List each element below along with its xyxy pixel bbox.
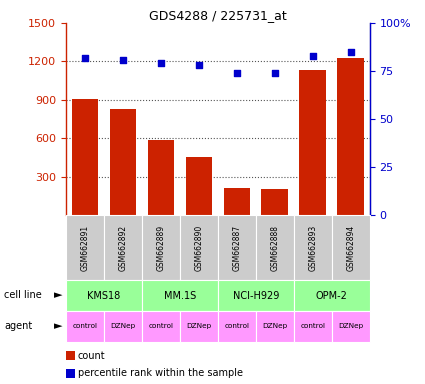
- Text: KMS18: KMS18: [87, 291, 120, 301]
- Bar: [294, 311, 332, 342]
- Bar: [104, 311, 142, 342]
- Text: ►: ►: [54, 321, 62, 331]
- Text: GSM662892: GSM662892: [118, 225, 127, 271]
- Text: control: control: [300, 323, 325, 329]
- Bar: [110, 109, 136, 215]
- Bar: [71, 99, 98, 215]
- Bar: [180, 311, 218, 342]
- Text: agent: agent: [4, 321, 32, 331]
- Bar: [261, 189, 288, 215]
- Text: count: count: [78, 351, 105, 361]
- Bar: [332, 311, 370, 342]
- Text: MM.1S: MM.1S: [164, 291, 196, 301]
- Bar: [332, 215, 370, 280]
- Text: GSM662889: GSM662889: [156, 225, 165, 271]
- Bar: [218, 215, 256, 280]
- Bar: [147, 139, 174, 215]
- Bar: [218, 311, 256, 342]
- Text: GSM662891: GSM662891: [80, 225, 89, 271]
- Text: OPM-2: OPM-2: [316, 291, 348, 301]
- Text: DZNep: DZNep: [262, 323, 287, 329]
- Bar: [256, 311, 294, 342]
- Bar: [337, 58, 364, 215]
- Text: GSM662888: GSM662888: [270, 225, 279, 271]
- Text: GSM662890: GSM662890: [194, 225, 203, 271]
- Point: [82, 55, 88, 61]
- Bar: [256, 215, 294, 280]
- Text: DZNep: DZNep: [186, 323, 212, 329]
- Bar: [142, 215, 180, 280]
- Point: [157, 60, 164, 66]
- Text: GSM662894: GSM662894: [346, 225, 355, 271]
- Bar: [104, 215, 142, 280]
- Bar: [300, 70, 326, 215]
- Text: DZNep: DZNep: [110, 323, 136, 329]
- Text: percentile rank within the sample: percentile rank within the sample: [78, 368, 243, 378]
- Text: control: control: [148, 323, 173, 329]
- Bar: [186, 157, 212, 215]
- Bar: [180, 215, 218, 280]
- Bar: [142, 280, 218, 311]
- Bar: [66, 280, 142, 311]
- Text: GSM662887: GSM662887: [232, 225, 241, 271]
- Text: NCI-H929: NCI-H929: [232, 291, 279, 301]
- Point: [347, 49, 354, 55]
- Point: [272, 70, 278, 76]
- Text: control: control: [72, 323, 97, 329]
- Point: [196, 62, 202, 68]
- Point: [233, 70, 240, 76]
- Bar: [294, 215, 332, 280]
- Text: DZNep: DZNep: [338, 323, 363, 329]
- Text: cell line: cell line: [4, 290, 42, 300]
- Title: GDS4288 / 225731_at: GDS4288 / 225731_at: [149, 9, 287, 22]
- Bar: [294, 280, 370, 311]
- Bar: [66, 311, 104, 342]
- Bar: [224, 188, 250, 215]
- Point: [119, 56, 126, 63]
- Bar: [66, 215, 104, 280]
- Point: [309, 53, 316, 59]
- Text: ►: ►: [54, 290, 62, 300]
- Text: control: control: [224, 323, 249, 329]
- Bar: [218, 280, 294, 311]
- Text: GSM662893: GSM662893: [308, 225, 317, 271]
- Bar: [142, 311, 180, 342]
